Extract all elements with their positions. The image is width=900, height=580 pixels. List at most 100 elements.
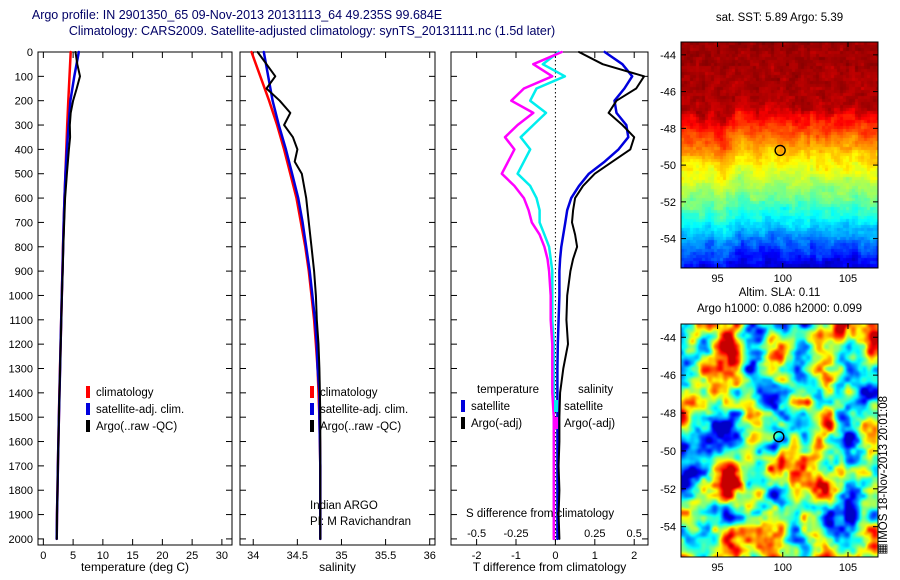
sla-map-title-line1: Altim. SLA: 0.11 (738, 287, 821, 299)
legend-label: satellite-adj. clim. (96, 404, 185, 416)
latitude-tick-label: -52 (660, 197, 676, 209)
s-satellite-swatch (554, 400, 558, 412)
depth-tick-label: 1500 (9, 412, 33, 424)
legend-row: satellite-adj. clim. (86, 402, 184, 419)
legend-row: Argo(-adj) (554, 416, 615, 433)
legend-row: Argo(..raw -QC) (86, 419, 184, 436)
tick-label: 34 (247, 550, 259, 562)
temperature-profile-frame (37, 51, 233, 546)
latitude-tick-label: -50 (660, 160, 676, 172)
argo-raw-swatch (310, 420, 314, 432)
sst-map-title: sat. SST: 5.89 Argo: 5.39 (715, 12, 844, 24)
depth-tick-label: 1100 (9, 315, 33, 327)
latitude-tick-label: -46 (660, 370, 676, 382)
s-difference-tick-label: -0.5 (467, 528, 486, 540)
legend-label: climatology (320, 387, 378, 399)
tick-label: 30 (216, 550, 228, 562)
s-difference-axis-label: S difference from climatology (466, 508, 615, 520)
legend-header: temperature (477, 384, 540, 396)
climatology-swatch (310, 386, 314, 398)
longitude-tick-label: 95 (711, 273, 723, 285)
legend-row: satellite (554, 399, 615, 416)
figure-title-line2: Climatology: CARS2009. Satellite-adjuste… (68, 24, 556, 38)
latitude-tick-label: -54 (660, 522, 676, 534)
depth-tick-label: 0 (27, 47, 33, 59)
program-note-line2: PI: M Ravichandran (310, 516, 411, 528)
tick-label: 35 (335, 550, 347, 562)
tick-label: 2 (631, 550, 637, 562)
depth-tick-label: 300 (15, 120, 33, 132)
depth-tick-label: 1900 (9, 510, 33, 522)
depth-tick-label: 600 (15, 193, 33, 205)
salinity-profile-frame (239, 51, 436, 546)
figure-title-line1: Argo profile: IN 2901350_65 09-Nov-2013 … (31, 8, 443, 22)
s-difference-tick-label: 0.25 (584, 528, 605, 540)
s-difference-tick-label: 0 (552, 528, 558, 540)
temperature-xlabel: temperature (deg C) (80, 560, 190, 574)
depth-tick-label: 800 (15, 242, 33, 254)
latitude-tick-label: -46 (660, 87, 676, 99)
imos-timestamp-stamp: ▦IMOS 18-Nov-2013 20:01:08 (877, 322, 894, 557)
latitude-tick-label: -50 (660, 446, 676, 458)
depth-tick-label: 1000 (9, 290, 33, 302)
legend-label: satellite (564, 401, 603, 413)
tick-label: 10 (97, 550, 109, 562)
difference-legend-salinity: salinity satellite Argo(-adj) (554, 382, 615, 433)
s-difference-tick-label: 0.5 (627, 528, 642, 540)
latitude-tick-label: -44 (660, 50, 676, 62)
tick-label: 35.5 (375, 550, 396, 562)
depth-tick-label: 100 (15, 71, 33, 83)
depth-tick-label: 1700 (9, 461, 33, 473)
sla-map-frame (680, 323, 879, 558)
depth-tick-label: 2000 (9, 534, 33, 546)
sst-map-argo-float-marker (774, 144, 786, 157)
longitude-tick-label: 100 (774, 562, 792, 574)
legend-label: satellite-adj. clim. (320, 404, 409, 416)
longitude-tick-label: 105 (839, 562, 857, 574)
climatology-swatch (86, 386, 90, 398)
depth-tick-label: 1300 (9, 363, 33, 375)
salinity-profile-satellite-adj-clim--line (262, 50, 322, 541)
tick-label: 5 (70, 550, 76, 562)
salinity-legend: climatology satellite-adj. clim. Argo(..… (310, 385, 408, 436)
difference-from-climatology-frame (450, 51, 649, 546)
tick-label: 20 (156, 550, 168, 562)
t-difference-xlabel: T difference from climatology (472, 560, 627, 574)
latitude-tick-label: -48 (660, 408, 676, 420)
tick-label: 1 (592, 550, 598, 562)
temperature-legend: climatology satellite-adj. clim. Argo(..… (86, 385, 184, 436)
legend-header: salinity (578, 384, 614, 396)
tick-label: 0 (552, 550, 558, 562)
sla-map-argo-float-marker (773, 431, 785, 443)
depth-tick-label: 1200 (9, 339, 33, 351)
depth-tick-label: 500 (15, 169, 33, 181)
salinity-xlabel: salinity (319, 560, 356, 574)
longitude-tick-label: 95 (711, 562, 723, 574)
tick-label: -2 (472, 550, 482, 562)
legend-label: Argo(..raw -QC) (320, 421, 402, 433)
latitude-tick-label: -54 (660, 234, 676, 246)
difference-from-climatology-s-argo-adj--line (500, 50, 563, 541)
sst-map-frame (680, 41, 879, 269)
tick-label: 0 (40, 550, 46, 562)
depth-tick-label: 400 (15, 144, 33, 156)
legend-row: climatology (310, 385, 408, 402)
satellite-adj-swatch (86, 403, 90, 415)
legend-label: satellite (471, 401, 510, 413)
tick-label: -1 (511, 550, 521, 562)
tick-label: 36 (424, 550, 436, 562)
longitude-tick-label: 105 (839, 273, 857, 285)
salinity-profile-argo-raw-qc--line (256, 51, 322, 540)
latitude-tick-label: -52 (660, 484, 676, 496)
imos-logo-glyph: ▦ (878, 543, 890, 557)
depth-tick-label: 200 (15, 96, 33, 108)
legend-row: climatology (86, 385, 184, 402)
tick-label: 34.5 (287, 550, 308, 562)
legend-label: climatology (96, 387, 154, 399)
legend-row: Argo(-adj) (461, 416, 539, 433)
legend-label: Argo(-adj) (564, 418, 616, 430)
longitude-tick-label: 100 (774, 273, 792, 285)
satellite-adj-swatch (310, 403, 314, 415)
